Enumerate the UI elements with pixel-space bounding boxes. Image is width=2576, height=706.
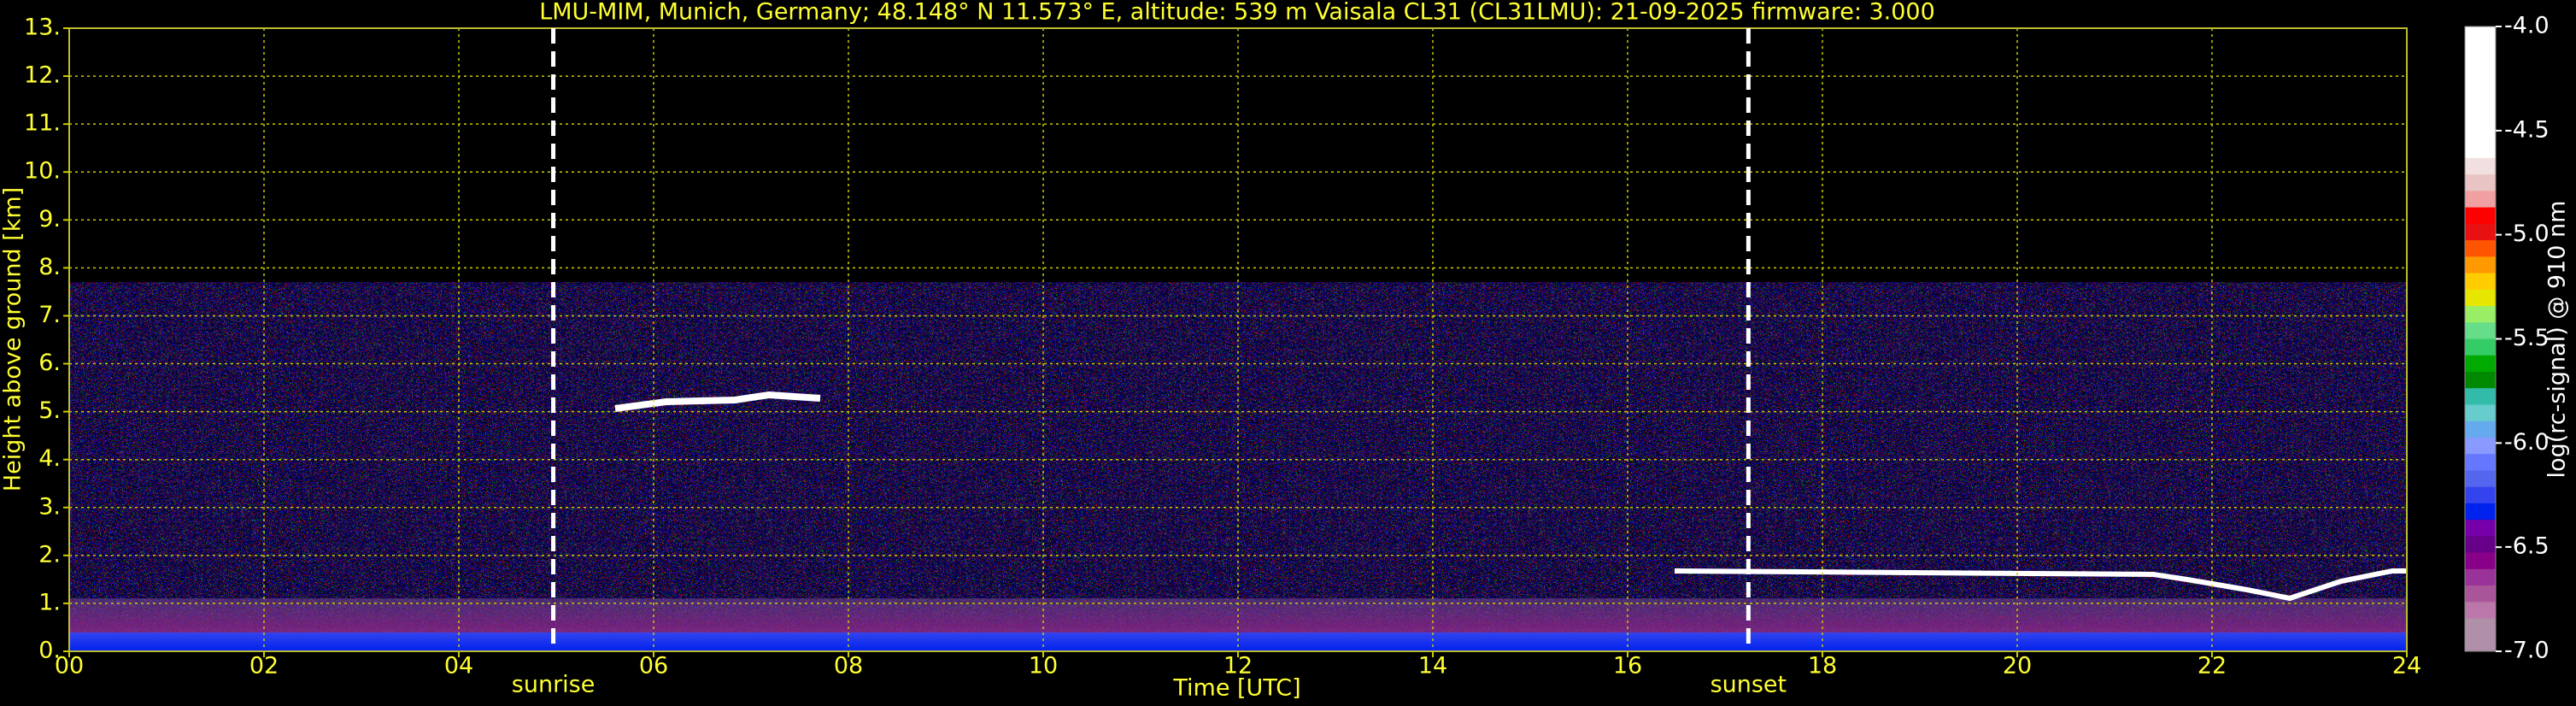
x-tick-label: 08 [834, 653, 863, 680]
colorbar-swatch [2465, 191, 2496, 209]
colorbar-swatch [2465, 520, 2496, 537]
y-tick-label: 9. [38, 206, 61, 232]
y-tick-label: 13. [24, 15, 61, 41]
event-label: sunset [1710, 672, 1787, 698]
x-tick-label: 02 [249, 653, 279, 680]
colorbar-swatch [2465, 43, 2496, 60]
x-tick-label: 18 [1808, 653, 1837, 680]
y-tick-label: 8. [38, 254, 61, 280]
colorbar-swatch [2465, 568, 2496, 586]
y-tick-label: 0. [38, 638, 61, 664]
colorbar-swatch [2465, 388, 2496, 405]
y-tick-label: 6. [38, 350, 61, 376]
colorbar-swatch [2465, 421, 2496, 438]
x-tick-label: 06 [639, 653, 668, 680]
colorbar-swatch [2465, 618, 2496, 636]
colorbar-swatch [2465, 486, 2496, 504]
colorbar-tick-label: -5.5 [2504, 325, 2550, 351]
colorbar-swatch [2465, 240, 2496, 257]
x-tick-label: 10 [1029, 653, 1058, 680]
colorbar-swatch [2465, 26, 2496, 44]
y-tick-label: 4. [38, 445, 61, 472]
colorbar-swatch [2465, 602, 2496, 620]
colorbar-tick-label: -4.0 [2504, 13, 2550, 39]
y-axis-label: Height above ground [km] [0, 187, 26, 491]
colorbar-swatch [2465, 503, 2496, 521]
colorbar-swatch [2465, 634, 2496, 652]
colorbar-swatch [2465, 141, 2496, 159]
x-axis-label: Time [UTC] [1172, 675, 1300, 702]
colorbar-swatch [2465, 223, 2496, 241]
colorbar-swatch [2465, 157, 2496, 175]
x-tick-label: 00 [55, 653, 84, 680]
colorbar-swatch [2465, 404, 2496, 422]
colorbar-tick-label: -7.0 [2504, 638, 2550, 664]
colorbar-swatch [2465, 355, 2496, 373]
surface-layer [69, 632, 2407, 651]
colorbar-tick-label: -4.5 [2504, 116, 2550, 143]
colorbar-swatch [2465, 536, 2496, 554]
y-tick-label: 2. [38, 541, 61, 568]
colorbar-swatch [2465, 585, 2496, 603]
y-tick-label: 10. [24, 158, 61, 185]
x-tick-label: 24 [2392, 653, 2421, 680]
colorbar-swatch [2465, 256, 2496, 274]
chart-title: LMU-MIM, Munich, Germany; 48.148° N 11.5… [539, 0, 1935, 26]
x-tick-label: 16 [1613, 653, 1642, 680]
colorbar-swatch [2465, 470, 2496, 488]
colorbar-swatch [2465, 109, 2496, 126]
x-tick-label: 14 [1418, 653, 1447, 680]
overlay: 00 02 04 06 08 10 12 14 16 18 20 22 24 0. 1. 2. 3. 4. 5. 6.… [24, 13, 2550, 698]
colorbar-swatch [2465, 322, 2496, 339]
colorbar-swatch [2465, 75, 2496, 93]
x-tick-label: 20 [2003, 653, 2032, 680]
colorbar-swatch [2465, 289, 2496, 307]
colorbar-swatch [2465, 59, 2496, 77]
event-label: sunrise [512, 672, 596, 698]
colorbar-swatch [2465, 306, 2496, 323]
y-tick-label: 5. [38, 397, 61, 424]
colorbar-swatch [2465, 338, 2496, 356]
x-tick-label: 22 [2198, 653, 2227, 680]
y-tick-label: 3. [38, 493, 61, 520]
colorbar-swatch [2465, 207, 2496, 225]
colorbar-swatch [2465, 91, 2496, 109]
cloud-layer [1674, 568, 2407, 602]
colorbar-swatch [2465, 174, 2496, 191]
colorbar-swatch [2465, 552, 2496, 570]
colorbar-swatch [2465, 273, 2496, 291]
colorbar-swatch [2465, 437, 2496, 455]
colorbar-label: log(rc-signal) @ 910 nm [2544, 201, 2571, 479]
y-tick-label: 11. [24, 110, 61, 137]
y-tick-label: 1. [38, 589, 61, 615]
x-tick-label: 12 [1223, 653, 1253, 680]
y-tick-label: 12. [24, 62, 61, 89]
colorbar-swatch [2465, 125, 2496, 143]
y-tick-label: 7. [38, 302, 61, 328]
x-tick-label: 04 [444, 653, 473, 680]
colorbar-tick-label: -5.0 [2504, 221, 2550, 247]
colorbar-swatch [2465, 371, 2496, 389]
colorbar-tick-label: -6.5 [2504, 533, 2550, 560]
colorbar-tick-label: -6.0 [2504, 429, 2550, 456]
colorbar-swatch [2465, 454, 2496, 471]
cloud-layer [614, 391, 821, 412]
